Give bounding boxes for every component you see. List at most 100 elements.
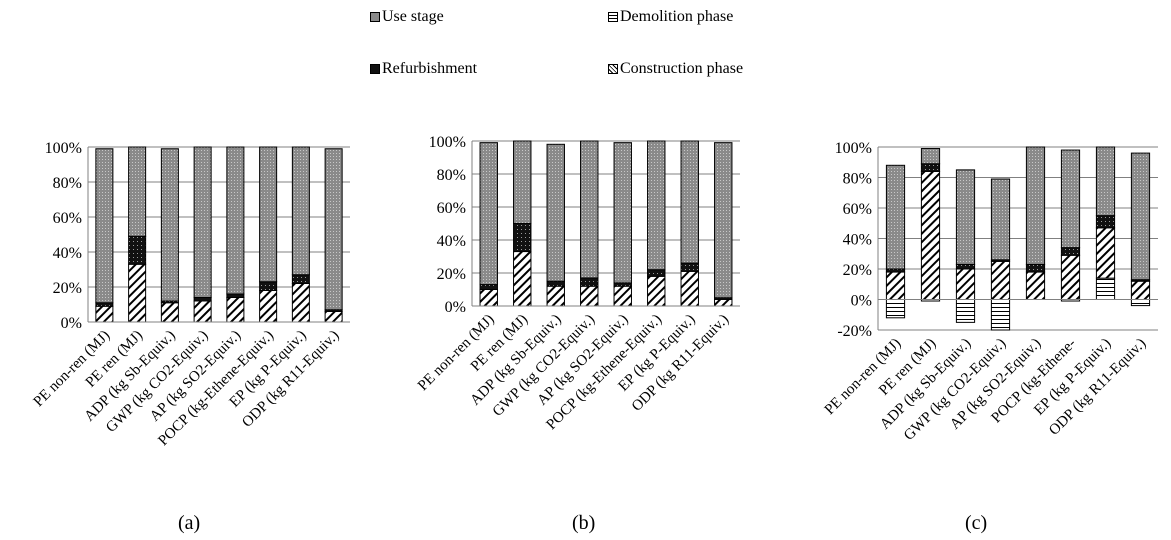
bar-construction-phase [128,263,147,323]
legend-item-construction: Construction phase [608,60,743,78]
bar-construction-phase [885,271,906,300]
y-tick-label: 20% [53,280,82,297]
bar-construction-phase [990,260,1011,300]
bar-use-stage [160,148,179,302]
construction-swatch [608,64,618,74]
bar-refurbishment [479,284,498,290]
bar-use-stage [95,148,114,304]
bar-construction-phase [226,297,245,323]
y-tick-label: 40% [437,233,466,250]
legend-label-demolition: Demolition phase [620,8,734,25]
bar-use-stage [128,146,147,237]
y-tick-label: 80% [53,175,82,192]
bar-demolition-phase [1095,277,1116,300]
bar-demolition-phase [885,299,906,319]
bar-refurbishment [95,302,114,307]
bar-construction-phase [920,170,941,300]
bar-construction-phase [324,311,343,323]
chart-b: 0%20%40%60%80%100%PE non-ren (MJ)PE ren … [415,134,740,433]
y-tick-label: 0% [445,299,466,316]
legend-label-construction: Construction phase [620,60,744,77]
bar-use-stage [291,146,310,276]
bar-construction-phase [160,302,179,323]
bar-construction-phase [193,300,212,323]
bar-use-stage [955,169,976,265]
y-tick-label: 100% [45,140,82,157]
y-tick-label: 80% [437,167,466,184]
bar-construction-phase [479,289,498,307]
bar-use-stage [193,146,212,298]
bar-refurbishment [226,293,245,298]
legend-item-use-stage: Use stage [370,8,444,26]
y-tick-label: 60% [437,200,466,217]
chart-c: -20%0%20%40%60%80%100%PE non-ren (MJ)PE … [822,140,1158,444]
bar-refurbishment [580,277,599,287]
bar-use-stage [990,178,1011,261]
refurbishment-swatch [370,64,380,74]
bar-construction-phase [955,268,976,300]
bar-construction-phase [1130,280,1151,301]
bar-use-stage [920,148,941,165]
bar-demolition-phase [955,299,976,323]
bar-use-stage [324,148,343,311]
y-tick-label: 20% [843,262,872,279]
bar-construction-phase [95,305,114,323]
y-tick-label: 0% [851,293,872,310]
bar-use-stage [1130,152,1151,281]
bar-use-stage [714,142,733,299]
bar-refurbishment [291,274,310,284]
y-tick-label: 40% [843,232,872,249]
bar-construction-phase [291,283,310,323]
bar-refurbishment [647,269,666,277]
y-tick-label: 40% [53,245,82,262]
panel-label-c: (c) [965,512,988,534]
bar-construction-phase [580,285,599,307]
bar-use-stage [513,140,532,224]
bar-construction-phase [680,270,699,307]
bar-use-stage [226,146,245,295]
bar-use-stage [647,140,666,271]
bar-use-stage [1095,146,1116,217]
bar-construction-phase [1095,227,1116,279]
bar-refurbishment [259,281,278,291]
demolition-swatch [608,12,618,22]
y-tick-label: 100% [429,134,466,151]
bar-use-stage [479,142,498,286]
bar-use-stage [885,164,906,270]
bar-refurbishment [513,223,532,253]
bar-construction-phase [1060,254,1081,300]
bar-refurbishment [920,163,941,172]
y-tick-label: 80% [843,171,872,188]
bar-use-stage [680,140,699,264]
y-tick-label: 20% [437,266,466,283]
y-tick-label: 100% [835,140,872,157]
y-tick-label: 60% [843,201,872,218]
bar-refurbishment [1060,247,1081,256]
bar-construction-phase [513,251,532,307]
legend: Use stage Demolition phase Refurbishment… [370,0,830,90]
bar-construction-phase [1025,271,1046,300]
bar-refurbishment [193,297,212,302]
bar-use-stage [259,146,278,283]
panel-label-a: (a) [178,512,201,534]
panel-label-b: (b) [572,512,596,534]
y-tick-label: -20% [837,323,872,340]
legend-item-demolition: Demolition phase [608,8,733,26]
bar-use-stage [1060,149,1081,249]
bar-refurbishment [680,262,699,272]
bar-construction-phase [647,275,666,307]
bar-demolition-phase [990,299,1011,331]
legend-label-use-stage: Use stage [382,8,444,25]
y-tick-label: 60% [53,210,82,227]
bar-refurbishment [128,235,147,265]
bar-refurbishment [1095,215,1116,229]
use-stage-swatch [370,12,380,22]
bar-demolition-phase [1130,299,1151,307]
legend-label-refurbishment: Refurbishment [382,60,478,77]
bar-use-stage [1025,146,1046,265]
bar-use-stage [546,143,565,282]
bar-construction-phase [613,285,632,307]
bar-refurbishment [1025,263,1046,273]
y-tick-label: 0% [61,315,82,332]
